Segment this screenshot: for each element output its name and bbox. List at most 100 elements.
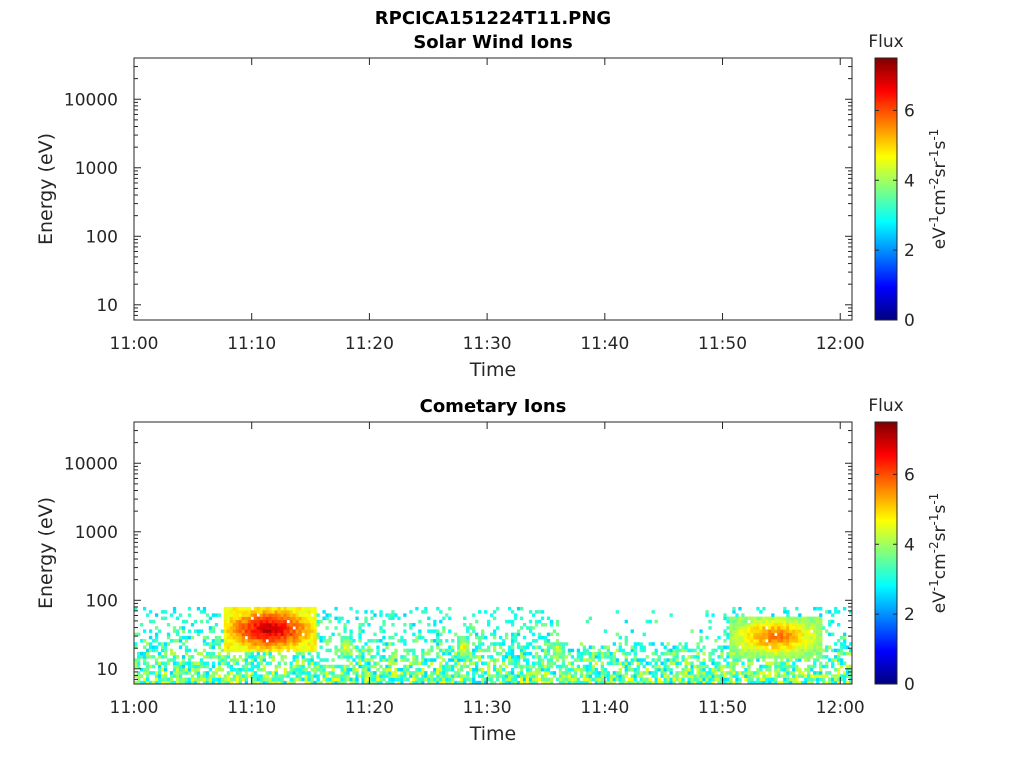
heatmap-cell xyxy=(657,680,661,684)
heatmap-cell xyxy=(669,651,673,656)
heatmap-cell xyxy=(750,680,754,684)
heatmap-cell xyxy=(795,655,799,659)
heatmap-cell xyxy=(519,655,524,659)
heatmap-cell xyxy=(367,671,371,675)
heatmap-cell xyxy=(630,677,634,682)
heatmap-cell xyxy=(591,655,596,659)
heatmap-cell xyxy=(274,642,278,646)
heatmap-cell xyxy=(262,677,266,682)
heatmap-cell xyxy=(612,655,616,659)
heatmap-cell xyxy=(286,639,290,643)
heatmap-cell xyxy=(190,680,195,684)
heatmap-cell xyxy=(573,658,578,662)
heatmap-cell xyxy=(220,639,225,643)
heatmap-cell xyxy=(229,619,234,624)
heatmap-cell xyxy=(283,680,287,684)
heatmap-cell xyxy=(466,655,470,659)
heatmap-cell xyxy=(382,658,386,662)
heatmap-cell xyxy=(319,619,323,624)
heatmap-cell xyxy=(561,661,566,666)
heatmap-cell xyxy=(690,680,694,684)
heatmap-cell xyxy=(463,622,467,627)
heatmap-cell xyxy=(627,661,631,666)
heatmap-cell xyxy=(310,606,314,611)
heatmap-cell xyxy=(289,626,293,630)
heatmap-cell xyxy=(711,648,715,653)
heatmap-cell xyxy=(498,635,503,640)
heatmap-cell xyxy=(738,680,742,684)
heatmap-cell xyxy=(747,664,751,669)
heatmap-cell xyxy=(493,645,497,649)
heatmap-cell xyxy=(744,639,748,643)
heatmap-cell xyxy=(487,655,491,659)
heatmap-cell xyxy=(391,635,395,640)
heatmap-cell xyxy=(292,642,296,646)
heatmap-cell xyxy=(403,648,407,653)
heatmap-cell xyxy=(415,661,419,666)
heatmap-cell xyxy=(388,655,392,659)
heatmap-cell xyxy=(163,610,168,614)
heatmap-cell xyxy=(546,667,551,672)
heatmap-cell xyxy=(618,674,622,678)
heatmap-cell xyxy=(226,655,231,659)
heatmap-cell xyxy=(783,619,787,624)
heatmap-cell xyxy=(397,616,401,621)
heatmap-cell xyxy=(415,667,419,672)
heatmap-cell xyxy=(756,651,760,656)
heatmap-cell xyxy=(325,616,329,621)
heatmap-cell xyxy=(552,645,557,649)
heatmap-cell xyxy=(507,645,512,649)
heatmap-cell xyxy=(609,651,613,656)
heatmap-cell xyxy=(277,639,281,643)
heatmap-cell xyxy=(552,648,557,653)
heatmap-cell xyxy=(744,651,748,656)
heatmap-cell xyxy=(487,622,491,627)
heatmap-cell xyxy=(352,680,356,684)
heatmap-cell xyxy=(433,619,437,624)
heatmap-cell xyxy=(801,635,805,640)
heatmap-cell xyxy=(166,635,171,640)
heatmap-cell xyxy=(630,661,634,666)
heatmap-cell xyxy=(283,671,287,675)
heatmap-cell xyxy=(283,674,287,678)
heatmap-cell xyxy=(295,655,299,659)
heatmap-cell xyxy=(732,619,736,624)
heatmap-cell xyxy=(163,648,168,653)
heatmap-cell xyxy=(244,629,248,633)
heatmap-cell xyxy=(442,629,446,633)
heatmap-cell xyxy=(244,671,248,675)
heatmap-cell xyxy=(295,648,299,653)
heatmap-cell xyxy=(633,655,637,659)
heatmap-cell xyxy=(843,642,847,646)
heatmap-cell xyxy=(364,642,368,646)
heatmap-cell xyxy=(478,610,482,614)
heatmap-cell xyxy=(780,645,784,649)
heatmap-cell xyxy=(304,645,308,649)
heatmap-cell xyxy=(178,674,183,678)
heatmap-cell xyxy=(504,619,509,624)
heatmap-cell xyxy=(519,664,524,669)
heatmap-cell xyxy=(205,671,210,675)
heatmap-cell xyxy=(750,616,754,621)
heatmap-cell xyxy=(675,661,679,666)
heatmap-cell xyxy=(804,648,808,653)
heatmap-cell xyxy=(199,651,204,656)
heatmap-cell xyxy=(726,616,730,621)
heatmap-cell xyxy=(576,677,581,682)
heatmap-cell xyxy=(439,648,443,653)
heatmap-cell xyxy=(717,635,721,640)
heatmap-cell xyxy=(639,680,643,684)
heatmap-cell xyxy=(307,645,311,649)
heatmap-cell xyxy=(289,613,293,617)
heatmap-cell xyxy=(487,648,491,653)
heatmap-cell xyxy=(654,651,658,656)
heatmap-cell xyxy=(801,674,805,678)
heatmap-cell xyxy=(552,642,557,646)
heatmap-cell xyxy=(741,616,745,621)
heatmap-cell xyxy=(316,661,320,666)
heatmap-cell xyxy=(394,671,398,675)
heatmap-cell xyxy=(810,655,814,659)
heatmap-cell xyxy=(768,661,772,666)
heatmap-cell xyxy=(250,671,254,675)
heatmap-cell xyxy=(265,619,269,624)
